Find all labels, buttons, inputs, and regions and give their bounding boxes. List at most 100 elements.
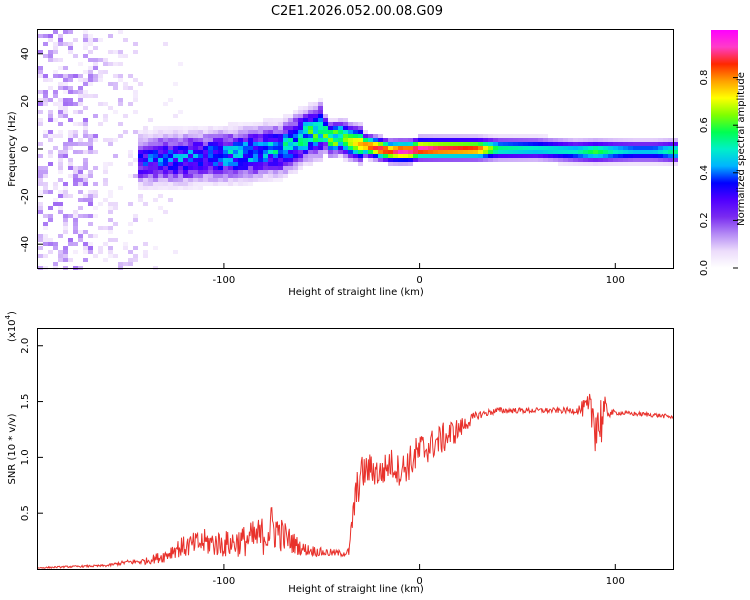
heatmap-cell — [438, 146, 443, 150]
heatmap-cell — [483, 154, 488, 158]
heatmap-cell — [143, 186, 148, 190]
heatmap-cell — [113, 74, 118, 78]
heatmap-cell — [208, 162, 213, 166]
heatmap-cell — [138, 198, 143, 202]
heatmap-cell — [153, 138, 158, 142]
heatmap-cell — [378, 158, 383, 162]
heatmap-cell — [103, 70, 108, 74]
heatmap-cell — [308, 122, 313, 126]
heatmap-cell — [153, 170, 158, 174]
heatmap-cell — [73, 226, 78, 230]
heatmap-cell — [88, 250, 93, 254]
heatmap-cell — [278, 122, 283, 126]
heatmap-cell — [63, 86, 68, 90]
heatmap-cell — [393, 138, 398, 142]
heatmap-cell — [618, 142, 623, 146]
heatmap-cell — [318, 134, 323, 138]
heatmap-cell — [338, 146, 343, 150]
heatmap-cell — [118, 134, 123, 138]
heatmap-cell — [663, 154, 668, 158]
heatmap-cell — [628, 150, 633, 154]
heatmap-cell — [118, 50, 123, 54]
heatmap-cell — [363, 154, 368, 158]
heatmap-cell — [68, 166, 73, 170]
heatmap-cell — [168, 182, 173, 186]
heatmap-cell — [68, 158, 73, 162]
heatmap-cell — [128, 230, 133, 234]
heatmap-cell — [158, 194, 163, 198]
heatmap-cell — [38, 182, 43, 186]
heatmap-cell — [238, 182, 243, 186]
heatmap-cell — [338, 122, 343, 126]
heatmap-cell — [278, 130, 283, 134]
heatmap-cell — [238, 130, 243, 134]
heatmap-cell — [218, 130, 223, 134]
heatmap-cell — [268, 134, 273, 138]
heatmap-cell — [148, 154, 153, 158]
heatmap-cell — [338, 134, 343, 138]
heatmap-cell — [38, 190, 43, 194]
heatmap-cell — [668, 146, 673, 150]
heatmap-cell — [128, 154, 133, 158]
heatmap-cell — [458, 134, 463, 138]
heatmap-cell — [118, 78, 123, 82]
heatmap-cell — [208, 130, 213, 134]
heatmap-cell — [628, 154, 633, 158]
heatmap-cell — [163, 142, 168, 146]
y-tick-label: -40 — [20, 236, 31, 252]
heatmap-cell — [578, 146, 583, 150]
heatmap-cell — [313, 102, 318, 106]
heatmap-cell — [158, 130, 163, 134]
heatmap-cell — [53, 182, 58, 186]
heatmap-cell — [138, 146, 143, 150]
heatmap-cell — [148, 138, 153, 142]
heatmap-cell — [58, 250, 63, 254]
heatmap-cell — [183, 170, 188, 174]
heatmap-cell — [233, 182, 238, 186]
heatmap-cell — [628, 162, 633, 166]
heatmap-cell — [218, 126, 223, 130]
heatmap-cell — [498, 158, 503, 162]
heatmap-cell — [628, 158, 633, 162]
heatmap-cell — [143, 142, 148, 146]
heatmap-cell — [308, 138, 313, 142]
heatmap-cell — [283, 138, 288, 142]
heatmap-cell — [163, 102, 168, 106]
heatmap-cell — [308, 162, 313, 166]
heatmap-cell — [78, 78, 83, 82]
heatmap-cell — [343, 154, 348, 158]
heatmap-cell — [278, 138, 283, 142]
heatmap-cell — [38, 90, 43, 94]
heatmap-cell — [443, 138, 448, 142]
heatmap-cell — [88, 82, 93, 86]
heatmap-cell — [278, 178, 283, 182]
heatmap-cell — [293, 138, 298, 142]
heatmap-cell — [248, 166, 253, 170]
heatmap-cell — [373, 154, 378, 158]
heatmap-cell — [293, 170, 298, 174]
heatmap-cell — [453, 150, 458, 154]
heatmap-cell — [108, 62, 113, 66]
heatmap-cell — [673, 154, 678, 158]
heatmap-cell — [58, 66, 63, 70]
heatmap-cell — [668, 142, 673, 146]
heatmap-cell — [418, 134, 423, 138]
heatmap-cell — [308, 126, 313, 130]
y-tick-label: 40 — [20, 47, 31, 60]
heatmap-cell — [493, 150, 498, 154]
heatmap-cell — [168, 146, 173, 150]
heatmap-cell — [408, 154, 413, 158]
y-tick-label: 0 — [20, 146, 31, 152]
heatmap-cell — [293, 126, 298, 130]
heatmap-cell — [498, 134, 503, 138]
heatmap-cell — [343, 150, 348, 154]
heatmap-cell — [58, 170, 63, 174]
heatmap-cell — [348, 122, 353, 126]
heatmap-cell — [173, 82, 178, 86]
heatmap-cell — [58, 254, 63, 258]
heatmap-cell — [518, 158, 523, 162]
heatmap-cell — [308, 134, 313, 138]
heatmap-cell — [283, 126, 288, 130]
heatmap-cell — [78, 238, 83, 242]
heatmap-cell — [43, 238, 48, 242]
